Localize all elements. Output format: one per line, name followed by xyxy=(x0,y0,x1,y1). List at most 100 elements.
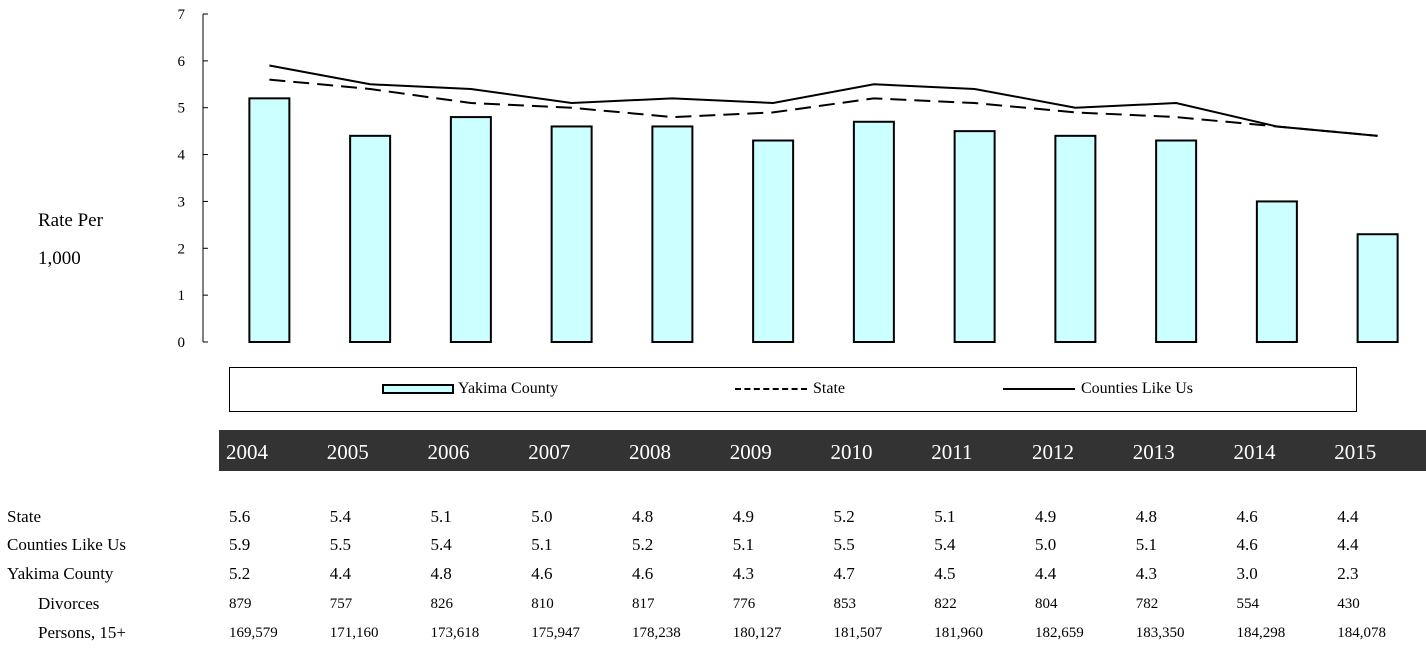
year-header-2009: 2009 xyxy=(729,440,772,464)
table-cell: 782 xyxy=(1135,596,1159,612)
year-header-2013: 2013 xyxy=(1132,440,1175,464)
year-header-2015: 2015 xyxy=(1334,440,1377,464)
table-cell: 4.4 xyxy=(1035,564,1057,583)
table-cell: 804 xyxy=(1035,596,1058,612)
table-cell: 5.0 xyxy=(1035,535,1057,554)
bar-yakima-2006 xyxy=(449,116,492,344)
table-row-label: Counties Like Us xyxy=(7,535,126,554)
table-cell: 430 xyxy=(1337,596,1360,612)
legend-solid-swatch xyxy=(1003,388,1075,390)
series-line-state xyxy=(269,78,1378,137)
y-axis-label-line1: Rate Per xyxy=(38,210,103,231)
table-cell: 181,507 xyxy=(833,625,883,641)
table-row-label: State xyxy=(7,507,41,526)
legend-dashed-swatch xyxy=(735,388,807,390)
year-header-2008: 2008 xyxy=(629,440,671,464)
table-cell: 184,298 xyxy=(1236,625,1286,641)
table-cell: 5.9 xyxy=(229,535,251,554)
year-header-2011: 2011 xyxy=(931,440,973,464)
table-cell: 5.1 xyxy=(531,535,553,554)
bar-yakima-2015 xyxy=(1356,233,1399,344)
table-cell: 5.6 xyxy=(229,507,251,526)
table-cell: 4.3 xyxy=(732,564,754,583)
table-cell: 173,618 xyxy=(430,625,480,641)
table-row-label: Yakima County xyxy=(7,564,114,583)
table-cell: 5.2 xyxy=(632,535,654,554)
table-cell: 554 xyxy=(1236,596,1260,612)
y-tick-label: 3 xyxy=(178,194,186,210)
table-cell: 181,960 xyxy=(934,625,983,641)
y-tick-label: 6 xyxy=(178,54,186,70)
table-cell: 757 xyxy=(329,596,353,612)
table-cell: 182,659 xyxy=(1035,625,1084,641)
table-cell: 4.8 xyxy=(1135,507,1157,526)
table-cell: 853 xyxy=(833,596,857,612)
y-axis-label-line2: 1,000 xyxy=(38,248,81,269)
table-cell: 180,127 xyxy=(732,625,782,641)
table-cell: 5.5 xyxy=(329,535,351,554)
table-cell: 817 xyxy=(632,596,655,612)
year-header-2004: 2004 xyxy=(226,440,268,464)
year-header-2007: 2007 xyxy=(528,440,571,464)
table-cell: 4.6 xyxy=(531,564,553,583)
bar-yakima-2012 xyxy=(1054,134,1097,343)
table-cell: 175,947 xyxy=(531,625,580,641)
table-cell: 776 xyxy=(732,596,756,612)
table-cell: 5.4 xyxy=(329,507,351,526)
table-cell: 5.1 xyxy=(1135,535,1157,554)
table-cell: 5.5 xyxy=(833,535,855,554)
table-cell: 5.0 xyxy=(531,507,553,526)
bar-yakima-2007 xyxy=(550,125,593,344)
series-line-counties-like-us xyxy=(269,64,1378,137)
table-cell: 169,579 xyxy=(229,625,278,641)
year-header-2006: 2006 xyxy=(427,440,470,464)
table-cell: 5.1 xyxy=(934,507,956,526)
table-cell: 178,238 xyxy=(632,625,681,641)
table-cell: 4.9 xyxy=(1035,507,1057,526)
bar-yakima-2011 xyxy=(953,130,996,343)
table-cell: 4.7 xyxy=(833,564,855,583)
bar-yakima-2014 xyxy=(1255,200,1298,343)
bar-yakima-2013 xyxy=(1155,139,1198,343)
legend-label-counties: Counties Like Us xyxy=(1081,380,1193,397)
table-cell: 879 xyxy=(229,596,252,612)
table-row-label: Persons, 15+ xyxy=(38,623,126,642)
year-header-band xyxy=(219,430,1426,471)
y-tick-label: 7 xyxy=(178,7,186,23)
legend-label-state: State xyxy=(813,380,845,397)
bar-yakima-2010 xyxy=(852,120,895,344)
table-cell: 4.4 xyxy=(1337,507,1359,526)
year-header-2012: 2012 xyxy=(1032,440,1074,464)
y-tick-label: 4 xyxy=(178,148,186,164)
table-cell: 3.0 xyxy=(1236,564,1258,583)
table-cell: 826 xyxy=(430,596,454,612)
table-cell: 4.8 xyxy=(632,507,654,526)
legend-bar-swatch xyxy=(382,384,454,394)
table-cell: 5.1 xyxy=(430,507,452,526)
table-cell: 4.6 xyxy=(1236,535,1258,554)
year-header-2005: 2005 xyxy=(326,440,369,464)
table-cell: 5.2 xyxy=(833,507,855,526)
table-cell: 4.8 xyxy=(430,564,452,583)
legend-label-yakima: Yakima County xyxy=(458,380,559,397)
table-cell: 4.6 xyxy=(632,564,654,583)
year-header-2014: 2014 xyxy=(1233,440,1276,464)
table-cell: 4.9 xyxy=(732,507,754,526)
table-cell: 4.5 xyxy=(934,564,956,583)
table-cell: 4.4 xyxy=(329,564,351,583)
table-cell: 5.1 xyxy=(732,535,754,554)
legend-item-state: State xyxy=(735,380,845,398)
table-cell: 4.3 xyxy=(1135,564,1157,583)
table-row-label: Divorces xyxy=(38,594,100,613)
table-cell: 810 xyxy=(531,596,554,612)
y-tick-label: 0 xyxy=(178,335,186,351)
bar-yakima-2008 xyxy=(651,125,694,344)
table-cell: 822 xyxy=(934,596,957,612)
table-cell: 4.6 xyxy=(1236,507,1258,526)
bar-yakima-2005 xyxy=(349,134,392,343)
bar-yakima-2009 xyxy=(752,139,795,343)
legend-item-yakima: Yakima County xyxy=(382,380,558,398)
y-tick-label: 1 xyxy=(178,288,186,304)
table-cell: 4.4 xyxy=(1337,535,1359,554)
table-cell: 2.3 xyxy=(1337,564,1359,583)
